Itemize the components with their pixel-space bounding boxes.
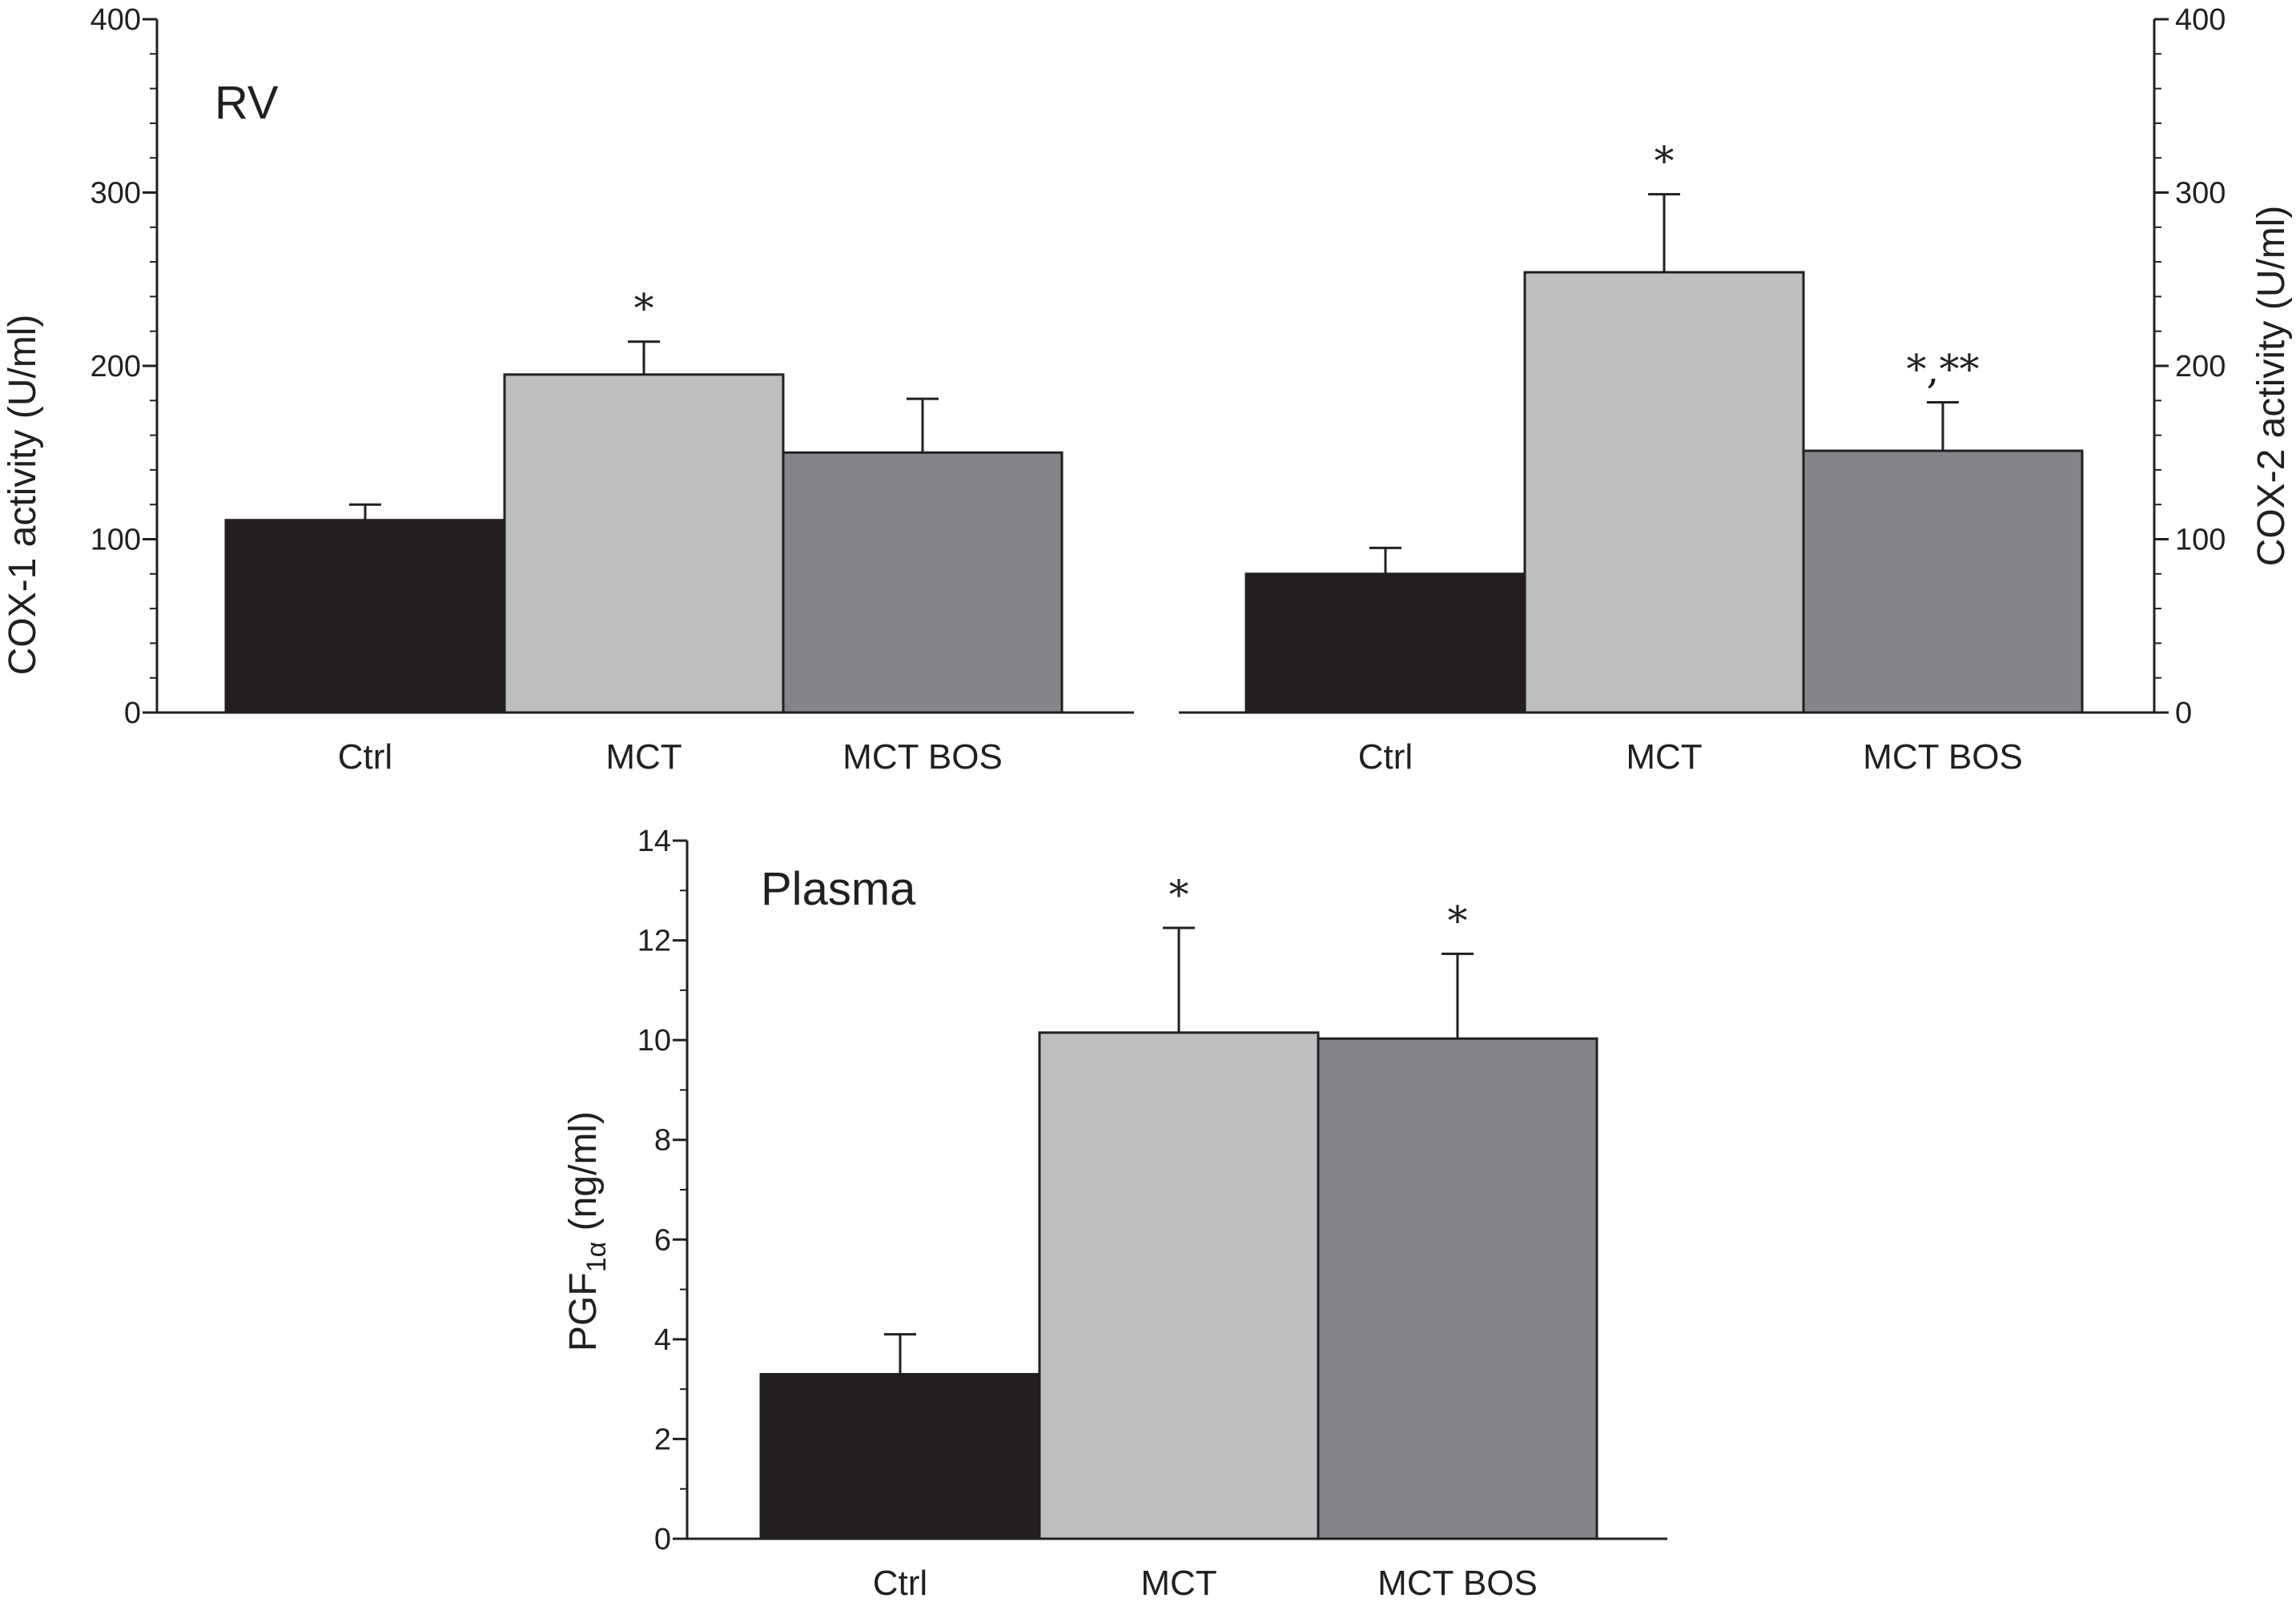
plasma-y-tick-label: 8 <box>654 1124 671 1158</box>
cox2-y-axis-label: COX-2 activity (U/ml) <box>2250 206 2293 567</box>
cox2-bar <box>1523 271 1805 714</box>
plasma-y-tick-label: 4 <box>654 1323 671 1357</box>
plasma-y-tick-label: 0 <box>654 1523 671 1556</box>
cox2-bar <box>1245 572 1526 714</box>
panel-label-plasma: Plasma <box>761 863 916 915</box>
plasma-bar <box>1317 1037 1598 1540</box>
plasma-y-tick-label: 6 <box>654 1223 671 1257</box>
cox2-bar <box>1802 449 2084 714</box>
cox2-panel: COX-2 activity (U/ml) 0 100 200 300 400 Ctrl *… <box>1179 3 2293 777</box>
cox1-bar <box>503 373 785 714</box>
cox2-category-label: MCT BOS <box>1863 737 2023 777</box>
cox2-category-label: Ctrl <box>1358 737 1413 777</box>
plasma-category-label: MCT BOS <box>1377 1564 1538 1602</box>
cox1-bar <box>782 451 1064 714</box>
cox2-significance-label: *,** <box>1907 346 1980 392</box>
plasma-significance-label: * <box>1169 872 1189 918</box>
cox2-plot: 0 100 200 300 400 Ctrl * MCT *,** MCT BOS <box>1179 3 2226 777</box>
cox1-y-tick-label: 100 <box>90 524 141 557</box>
plasma-y-tick-label: 12 <box>637 925 671 958</box>
plasma-y-axis-label-unit: (ng/ml) <box>562 1111 605 1242</box>
plasma-y-tick-label: 10 <box>637 1024 671 1058</box>
cox2-y-tick-label: 300 <box>2175 177 2226 211</box>
cox2-y-tick-label: 400 <box>2175 3 2226 37</box>
cox2-y-tick-label: 100 <box>2175 524 2226 557</box>
cox1-panel: RV COX-1 activity (U/ml) 0 100 200 300 400 Ct… <box>2 3 1134 777</box>
plasma-bar <box>1038 1031 1320 1540</box>
cox1-y-tick-label: 300 <box>90 177 141 211</box>
plasma-y-axis-label-subscript: 1α <box>581 1242 612 1273</box>
cox1-category-label: MCT BOS <box>842 737 1003 777</box>
panel-label-rv: RV <box>215 77 279 129</box>
cox2-y-tick-label: 200 <box>2175 350 2226 383</box>
cox2-y-tick-label: 0 <box>2175 697 2192 730</box>
cox1-plot: 0 100 200 300 400 Ctrl * MCT MCT BOS <box>90 3 1134 777</box>
cox2-significance-label: * <box>1655 139 1675 185</box>
plasma-significance-label: * <box>1448 897 1468 944</box>
plasma-y-tick-label: 2 <box>654 1423 671 1456</box>
cox2-category-label: MCT <box>1626 737 1702 777</box>
plasma-y-axis-label: PGF1α (ng/ml) <box>562 1111 612 1351</box>
plasma-y-tick-label: 14 <box>637 825 671 858</box>
cox1-y-tick-label: 400 <box>90 3 141 37</box>
cox1-y-axis-label: COX-1 activity (U/ml) <box>2 315 44 676</box>
cox1-bar <box>224 519 506 714</box>
cox1-y-tick-label: 200 <box>90 350 141 383</box>
plasma-panel: Plasma PGF1α (ng/ml) 0 2 4 6 8 10 12 14 Ctrl * MCT… <box>562 825 1667 1602</box>
plasma-plot: 0 2 4 6 8 10 12 14 Ctrl * MCT * MCT BOS <box>637 825 1667 1602</box>
cox1-y-tick-label: 0 <box>124 697 141 730</box>
cox1-significance-label: * <box>634 286 654 332</box>
plasma-y-axis-label-main: PGF <box>562 1272 605 1351</box>
cox1-category-label: MCT <box>605 737 682 777</box>
plasma-category-label: MCT <box>1140 1564 1216 1602</box>
plasma-bar <box>759 1372 1041 1540</box>
plasma-category-label: Ctrl <box>873 1564 927 1602</box>
cox1-category-label: Ctrl <box>338 737 392 777</box>
